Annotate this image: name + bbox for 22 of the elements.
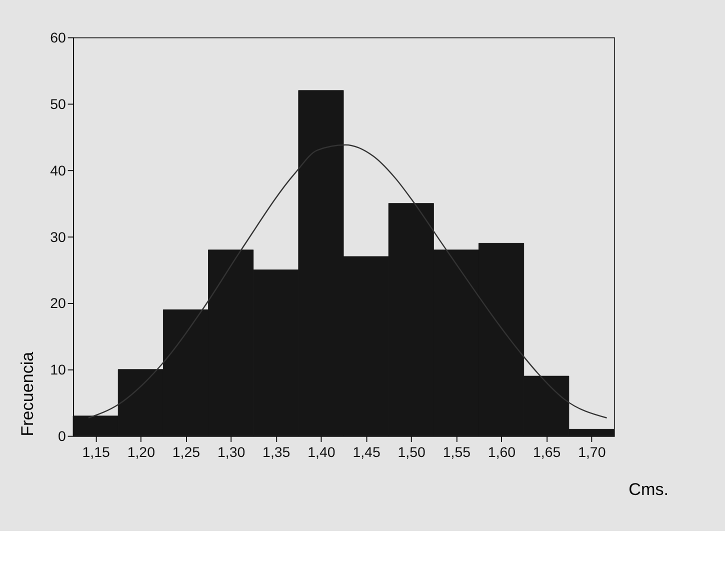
- x-tick-label: 1,35: [262, 445, 290, 462]
- x-tick-label: 1,65: [532, 445, 561, 462]
- x-tick-label: 1,30: [217, 445, 246, 462]
- x-tick-label: 1,45: [352, 445, 380, 462]
- y-tick-label: 40: [50, 163, 66, 180]
- x-tick-label: 1,15: [82, 445, 110, 462]
- x-tick-label: 1,20: [127, 445, 156, 462]
- x-tick-label: 1,25: [172, 445, 200, 462]
- y-tick-label: 30: [50, 230, 66, 246]
- y-tick-label: 10: [50, 362, 66, 379]
- line-series: [88, 144, 608, 419]
- y-tick-label: 50: [50, 96, 66, 113]
- x-tick-label: 1,40: [308, 445, 336, 462]
- y-tick-label: 0: [58, 429, 66, 446]
- x-tick-label: 1,60: [488, 445, 516, 462]
- x-tick-label: 1,50: [398, 445, 426, 462]
- x-tick-label: 1,55: [442, 445, 471, 462]
- y-tick-label: 20: [50, 296, 66, 312]
- y-tick-label: 60: [50, 30, 66, 46]
- x-axis-title: Cms.: [628, 480, 669, 500]
- x-tick-label: 1,70: [578, 445, 606, 462]
- y-axis-title: Frecuencia: [18, 351, 38, 436]
